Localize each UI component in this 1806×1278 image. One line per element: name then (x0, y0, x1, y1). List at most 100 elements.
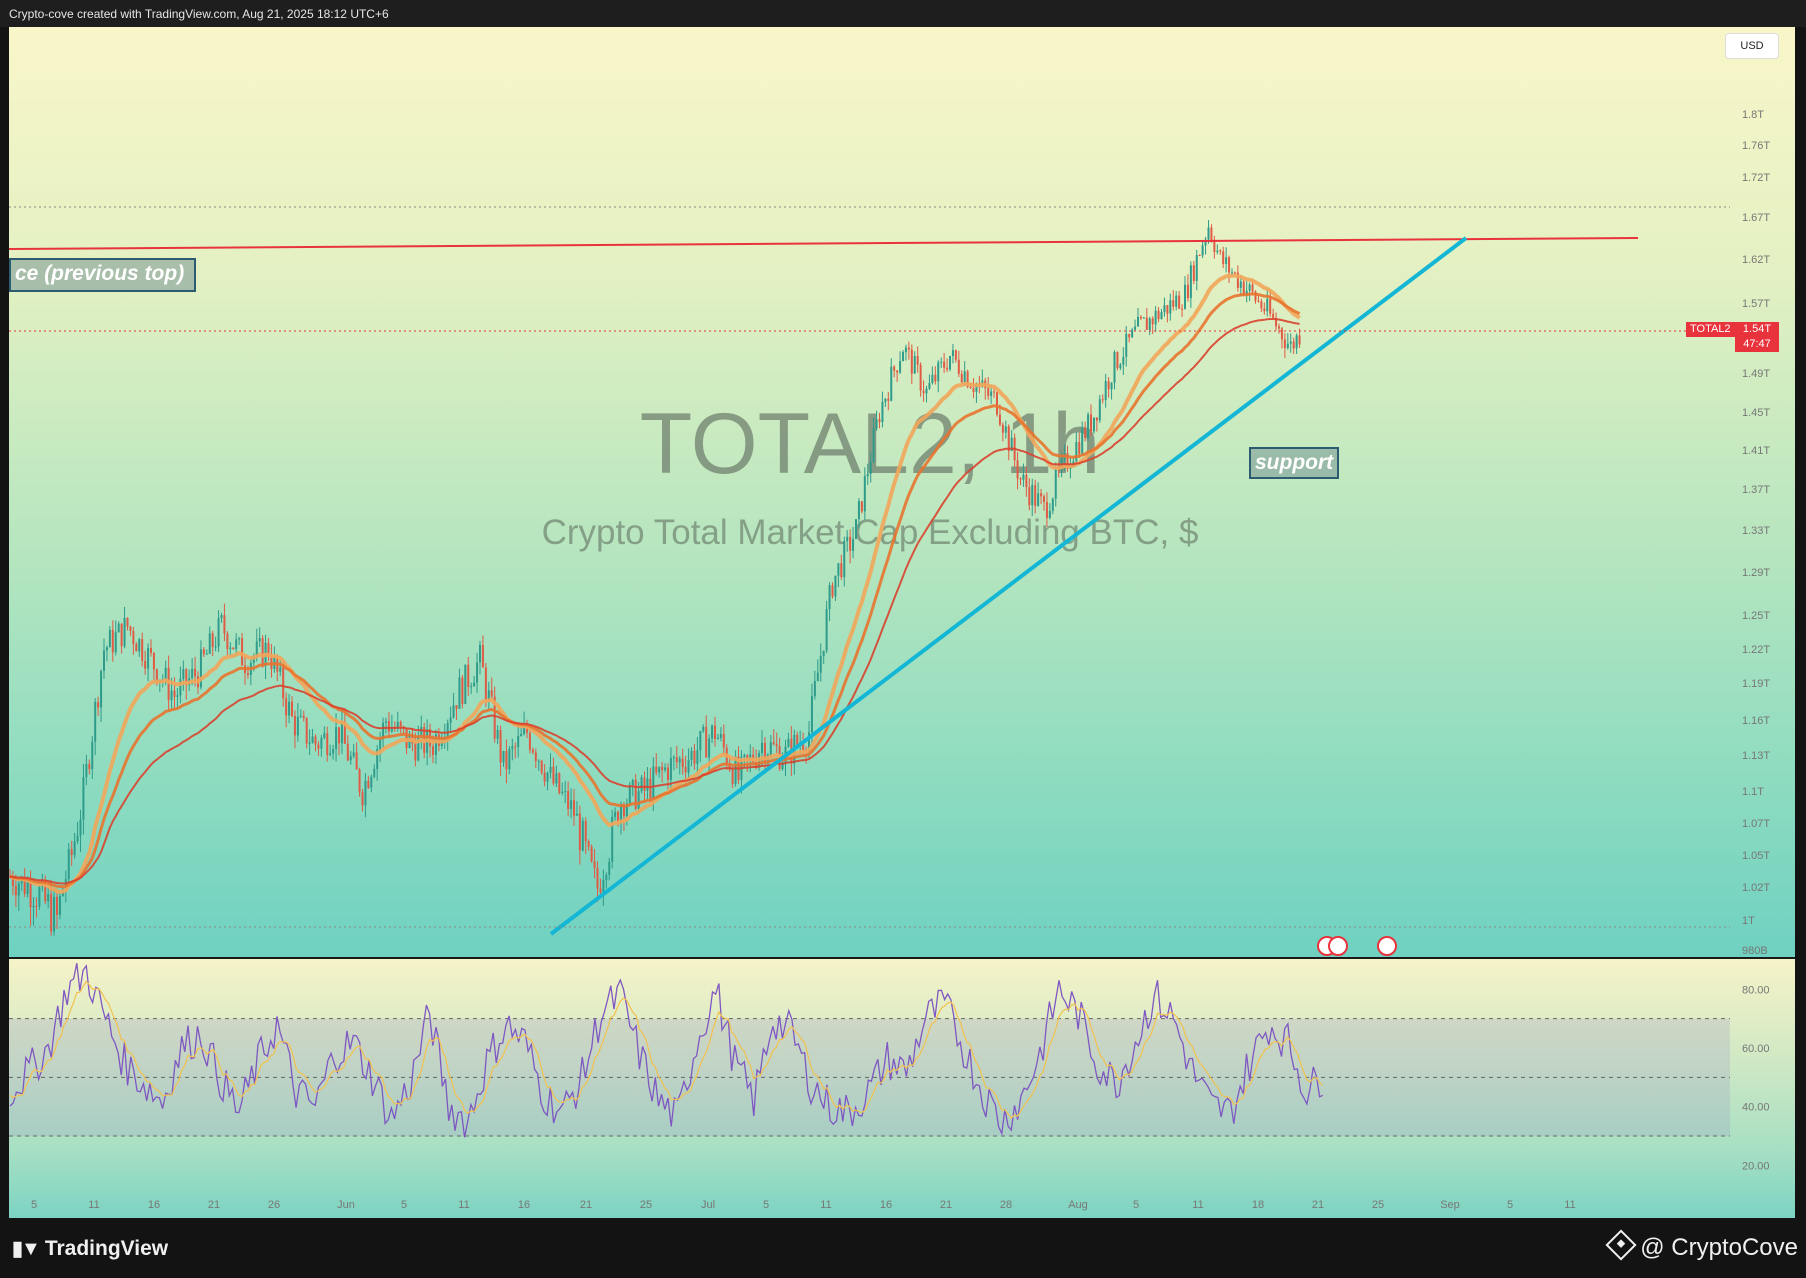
candle-body (1004, 426, 1007, 433)
time-tick-label: Jun (337, 1199, 355, 1211)
candle-body (581, 820, 584, 851)
candle-body (975, 384, 978, 392)
support-label[interactable]: support (1249, 447, 1340, 479)
candle-body (288, 701, 291, 716)
candle-body (596, 867, 599, 889)
candle-body (1098, 399, 1101, 421)
candle-body (73, 841, 76, 856)
candle-body (79, 819, 82, 836)
candle-body (1142, 317, 1145, 319)
candle-body (23, 876, 26, 894)
candle-body (226, 633, 229, 649)
candle-body (620, 804, 622, 824)
candle-body (543, 772, 546, 782)
candle-body (1137, 316, 1139, 327)
candle-body (164, 667, 167, 680)
tradingview-logo[interactable]: ▮▼ TradingView (12, 1237, 169, 1260)
price-tick-label: 1.02T (1742, 882, 1770, 894)
price-axis: 1.8T 1.76T 1.72T 1.67T 1.62T 1.57T 1.49T 1.45T 1… (1742, 109, 1770, 957)
candle-body (907, 347, 910, 350)
candle-body (705, 726, 708, 758)
candle-body (1225, 257, 1228, 264)
candle-body (931, 374, 934, 383)
rsi-ma-line (9, 980, 1324, 1120)
candle-body (1119, 364, 1122, 369)
candle-body (1001, 424, 1004, 433)
pane-separator[interactable] (9, 957, 1795, 959)
candle-body (26, 882, 29, 894)
candle-body (749, 754, 752, 760)
candle-body (893, 366, 896, 371)
candle-body (819, 656, 822, 673)
candle-body (1228, 257, 1231, 273)
candle-body (722, 733, 725, 748)
candle-body (684, 766, 687, 773)
candle-body (1037, 493, 1040, 506)
candle-body (320, 737, 323, 749)
candle-body (1019, 478, 1022, 480)
candle-body (910, 349, 913, 374)
candle-body (511, 746, 514, 749)
candle-body (1084, 428, 1087, 438)
candle-body (1160, 312, 1163, 320)
candle-body (875, 419, 878, 429)
candle-body (1192, 265, 1195, 281)
candle-body (279, 667, 282, 672)
candle-body (211, 633, 214, 648)
candle-body (1051, 498, 1054, 511)
rsi-tick-label: 20.00 (1742, 1160, 1770, 1172)
candle-body (490, 690, 493, 697)
currency-button[interactable]: USD (1726, 34, 1778, 58)
candle-body (202, 649, 205, 655)
candle-body (352, 752, 355, 757)
candle-body (173, 690, 176, 697)
candle-body (473, 682, 476, 687)
candle-body (661, 766, 664, 771)
us-flag-icon (1377, 936, 1397, 956)
candle-body (385, 721, 387, 723)
price-tick-label: 1.07T (1742, 818, 1770, 830)
candle-body (734, 756, 737, 785)
resistance-label[interactable]: ce (previous top) (9, 258, 197, 292)
candle-body (135, 644, 138, 652)
candle-body (928, 382, 931, 389)
candle-body (349, 756, 352, 761)
time-tick-label: 5 (1133, 1199, 1139, 1211)
candle-body (1154, 310, 1157, 325)
candle-body (1198, 255, 1201, 257)
candle-body (922, 390, 925, 394)
time-tick-label: 11 (1564, 1199, 1575, 1211)
candle-body (191, 668, 194, 679)
candle-body (658, 766, 661, 773)
candle-body (857, 501, 860, 520)
candle-body (302, 715, 305, 718)
time-tick-label: 28 (1000, 1199, 1012, 1211)
candle-body (85, 764, 88, 778)
candle-body (561, 791, 564, 793)
candle-body (652, 766, 655, 799)
candle-body (693, 750, 696, 764)
candle-body (35, 905, 38, 907)
candle-body (1260, 301, 1263, 309)
time-tick-label: 16 (148, 1199, 160, 1211)
candle-body (17, 883, 20, 896)
time-tick-label: 5 (1507, 1199, 1513, 1211)
candle-body (1128, 333, 1131, 338)
candle-body (678, 758, 681, 763)
candle-body (831, 585, 834, 597)
attribution-text: Crypto-cove created with TradingView.com… (9, 7, 389, 21)
candle-body (1233, 272, 1236, 274)
time-axis: 5 11 16 21 26 Jun 5 11 16 21 25 Jul 5 11 16 21 28 Aug 5 11 1… (31, 1199, 1576, 1211)
candle-body (467, 664, 470, 687)
candle-body (1272, 313, 1275, 318)
candle-body (969, 386, 972, 389)
candle-body (1040, 493, 1043, 497)
candle-body (546, 772, 549, 782)
candle-body (878, 419, 881, 423)
candle-body (176, 695, 179, 697)
candle-body (382, 722, 385, 739)
candle-body (1048, 510, 1051, 518)
candle-body (664, 767, 667, 771)
main-chart-pane[interactable] (9, 27, 1795, 957)
candle-body (567, 791, 570, 809)
